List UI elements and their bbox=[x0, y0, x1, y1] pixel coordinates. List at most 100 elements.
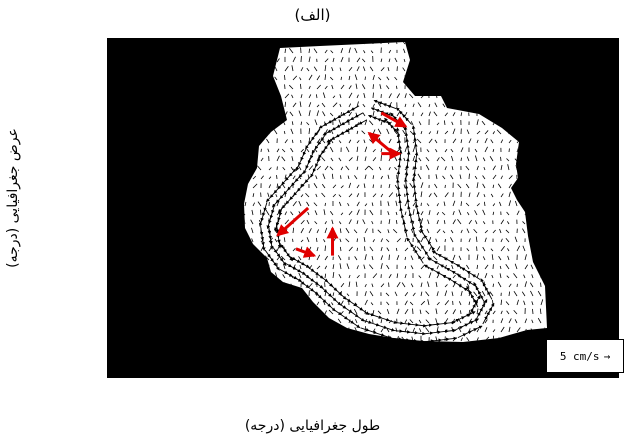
velocity-vector bbox=[428, 210, 431, 216]
velocity-vector bbox=[468, 301, 471, 306]
velocity-vector bbox=[419, 328, 422, 333]
velocity-vector bbox=[329, 166, 334, 171]
velocity-vector bbox=[484, 237, 487, 243]
velocity-vector bbox=[522, 228, 526, 234]
velocity-vector bbox=[322, 92, 326, 99]
velocity-vector bbox=[531, 274, 534, 279]
velocity-vector bbox=[508, 139, 512, 144]
velocity-vector bbox=[364, 284, 367, 288]
velocity-vector bbox=[392, 228, 398, 234]
velocity-vector bbox=[356, 166, 359, 171]
velocity-vector bbox=[356, 101, 359, 108]
velocity-vector bbox=[348, 319, 351, 324]
velocity-vector bbox=[308, 165, 314, 171]
velocity-vector bbox=[442, 175, 446, 180]
velocity-vector bbox=[362, 219, 366, 225]
velocity-vector bbox=[457, 183, 462, 189]
velocity-vector bbox=[380, 328, 384, 333]
velocity-vector bbox=[290, 128, 294, 135]
velocity-vector bbox=[436, 274, 440, 279]
velocity-vector bbox=[372, 74, 375, 81]
velocity-vector bbox=[308, 94, 312, 99]
velocity-vector bbox=[313, 48, 318, 54]
velocity-vector bbox=[444, 284, 448, 288]
velocity-vector bbox=[434, 102, 438, 108]
velocity-vector bbox=[273, 129, 278, 135]
velocity-vector bbox=[252, 202, 256, 207]
velocity-vector bbox=[460, 157, 462, 162]
velocity-vector bbox=[524, 264, 529, 270]
velocity-vector bbox=[436, 246, 441, 252]
velocity-vector bbox=[492, 283, 495, 288]
velocity-vector bbox=[452, 128, 456, 135]
velocity-vector bbox=[508, 291, 511, 297]
velocity-vector bbox=[428, 103, 431, 108]
velocity-vector bbox=[385, 42, 390, 45]
velocity-vector bbox=[396, 308, 400, 315]
velocity-vector bbox=[492, 310, 496, 315]
velocity-vector bbox=[482, 256, 486, 261]
velocity-vector bbox=[324, 221, 327, 225]
velocity-vector bbox=[499, 201, 502, 207]
velocity-vector bbox=[395, 211, 398, 216]
velocity-vector bbox=[508, 191, 511, 198]
velocity-vector bbox=[465, 202, 470, 207]
velocity-vector bbox=[444, 166, 447, 171]
velocity-vector bbox=[308, 48, 311, 54]
velocity-vector bbox=[284, 101, 287, 108]
velocity-vector bbox=[324, 65, 327, 72]
velocity-vector bbox=[369, 291, 374, 297]
velocity-vector bbox=[420, 182, 424, 189]
velocity-vector bbox=[492, 229, 496, 234]
velocity-vector bbox=[250, 219, 254, 225]
velocity-vector bbox=[523, 300, 526, 306]
velocity-vector bbox=[252, 193, 255, 198]
velocity-vector bbox=[450, 237, 454, 243]
velocity-vector bbox=[348, 139, 352, 144]
velocity-vector bbox=[530, 264, 534, 270]
velocity-vector bbox=[537, 290, 542, 297]
velocity-vector bbox=[435, 318, 438, 324]
velocity-vector bbox=[386, 238, 390, 243]
velocity-vector bbox=[338, 221, 342, 225]
velocity-vector bbox=[308, 74, 313, 81]
velocity-vector bbox=[299, 101, 302, 108]
velocity-vector bbox=[372, 157, 377, 162]
velocity-vector bbox=[371, 202, 374, 207]
jet-vector bbox=[367, 329, 378, 334]
velocity-vector bbox=[292, 56, 296, 63]
velocity-vector bbox=[440, 156, 446, 162]
velocity-vector bbox=[388, 166, 391, 171]
velocity-vector bbox=[410, 228, 414, 234]
velocity-vector bbox=[409, 93, 414, 99]
velocity-vector bbox=[416, 246, 422, 252]
velocity-vector bbox=[308, 283, 313, 288]
velocity-vector bbox=[412, 103, 415, 108]
velocity-vector bbox=[306, 201, 310, 207]
jet-vector bbox=[375, 332, 385, 337]
velocity-vector bbox=[369, 120, 374, 126]
velocity-vector bbox=[441, 211, 446, 216]
velocity-vector bbox=[395, 85, 398, 90]
velocity-vector bbox=[473, 228, 478, 234]
jet-vector bbox=[438, 321, 448, 326]
velocity-vector bbox=[428, 272, 432, 279]
velocity-vector bbox=[474, 148, 478, 153]
velocity-vector bbox=[476, 182, 479, 189]
jet-vector bbox=[273, 262, 280, 271]
jet-vector bbox=[384, 117, 391, 126]
velocity-vector bbox=[332, 292, 335, 297]
velocity-vector bbox=[483, 167, 486, 171]
velocity-vector bbox=[369, 264, 374, 270]
velocity-vector bbox=[356, 130, 359, 135]
velocity-vector bbox=[284, 48, 286, 54]
velocity-vector bbox=[443, 220, 446, 225]
velocity-vector bbox=[307, 211, 310, 216]
velocity-vector bbox=[513, 309, 518, 315]
velocity-vector bbox=[428, 111, 431, 117]
velocity-vector bbox=[484, 230, 489, 234]
jet-vector bbox=[395, 127, 400, 137]
velocity-vector bbox=[473, 291, 478, 297]
velocity-vector bbox=[396, 281, 401, 288]
velocity-vector bbox=[436, 229, 441, 234]
